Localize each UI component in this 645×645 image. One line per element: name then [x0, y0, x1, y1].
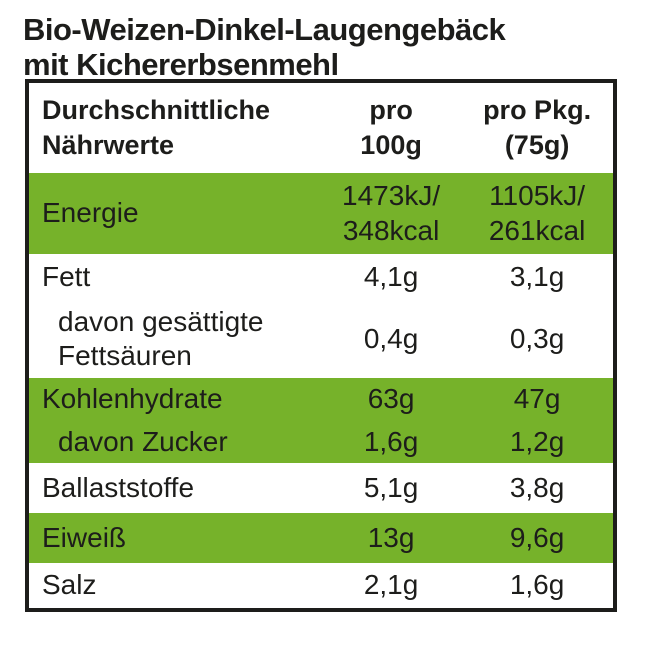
table-row-kohlenhydrate: Kohlenhydrate 63g 47g [29, 378, 613, 421]
table-row-eiweiss: Eiweiß 13g 9,6g [29, 513, 613, 563]
column-header-per-100g: pro 100g [360, 94, 422, 160]
table-row-gesaettigte-fettsaeuren: davon gesättigte Fettsäuren 0,4g 0,3g [29, 300, 613, 378]
row-label: Salz [42, 569, 97, 601]
value-per-package: 47g [513, 383, 561, 415]
row-label: Fett [42, 260, 91, 292]
value-per-package: 3,1g [509, 260, 565, 292]
row-label: davon gesättigte Fettsäuren [58, 305, 264, 371]
row-label: Eiweiß [42, 521, 127, 553]
value-per-100g: 0,4g [363, 322, 419, 354]
value-per-package: 1,2g [509, 425, 565, 457]
value-per-package: 3,8g [509, 471, 565, 503]
value-per-100g: 13g [367, 521, 415, 553]
value-per-package: 9,6g [509, 521, 565, 553]
value-per-100g: 1473kJ/ 348kcal [342, 180, 441, 246]
value-per-package: 1105kJ/ 261kcal [488, 180, 586, 246]
row-label: davon Zucker [58, 425, 228, 457]
table-header-row: Durchschnittliche Nährwerte pro 100g pro… [29, 83, 613, 173]
value-per-100g: 4,1g [363, 260, 419, 292]
table-row-salz: Salz 2,1g 1,6g [29, 563, 613, 608]
value-per-100g: 63g [367, 383, 415, 415]
row-label: Ballaststoffe [42, 471, 195, 503]
value-per-package: 1,6g [509, 569, 565, 601]
value-per-package: 0,3g [509, 322, 565, 354]
table-row-davon-zucker: davon Zucker 1,6g 1,2g [29, 421, 613, 463]
nutrition-table: Durchschnittliche Nährwerte pro 100g pro… [25, 79, 617, 612]
table-row-energie: Energie 1473kJ/ 348kcal 1105kJ/ 261kcal [29, 173, 613, 254]
row-label: Kohlenhydrate [42, 383, 223, 415]
value-per-100g: 5,1g [363, 471, 419, 503]
column-header-per-package: pro Pkg. (75g) [483, 94, 592, 160]
column-header-nutrients: Durchschnittliche Nährwerte [42, 94, 271, 160]
row-label: Energie [42, 197, 139, 229]
product-title: Bio-Weizen-Dinkel-Laugengebäck mit Kiche… [23, 12, 506, 82]
value-per-100g: 1,6g [363, 425, 419, 457]
table-row-fett: Fett 4,1g 3,1g [29, 254, 613, 300]
value-per-100g: 2,1g [363, 569, 419, 601]
table-row-ballaststoffe: Ballaststoffe 5,1g 3,8g [29, 463, 613, 513]
